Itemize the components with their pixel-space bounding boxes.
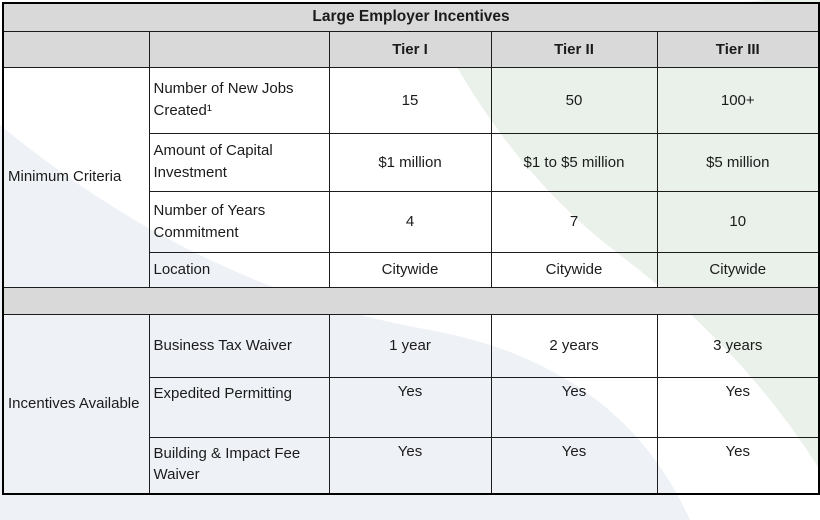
column-header-tier2: Tier II [490, 30, 658, 68]
empty-header-cell-label [148, 30, 330, 68]
table-title: Large Employer Incentives [2, 2, 820, 32]
separator-band [2, 286, 820, 315]
row-label-capital-investment: Amount of Capital Investment [148, 132, 330, 192]
row-label-years-commitment: Number of Years Commitment [148, 190, 330, 253]
table-row: Building & Impact Fee Waiver Yes Yes Yes [3, 436, 820, 495]
group-label-incentives-available: Incentives Available [2, 313, 150, 495]
cell-taxwaiver-tier2: 2 years [490, 313, 658, 378]
empty-header-cell-group [2, 30, 150, 68]
cell-years-tier1: 4 [328, 190, 492, 253]
column-header-tier3: Tier III [656, 30, 820, 68]
cell-location-tier1: Citywide [328, 251, 492, 288]
cell-capital-tier2: $1 to $5 million [490, 132, 658, 192]
column-header-tier1: Tier I [328, 30, 492, 68]
cell-permitting-tier3: Yes [656, 376, 820, 438]
table-row: Incentives Available Business Tax Waiver… [2, 313, 820, 495]
cell-jobs-tier3: 100+ [656, 66, 820, 134]
table-row: Location Citywide Citywide Citywide [3, 251, 820, 288]
cell-taxwaiver-tier3: 3 years [656, 313, 820, 378]
table-row: Expedited Permitting Yes Yes Yes [3, 376, 820, 438]
cell-permitting-tier1: Yes [328, 376, 492, 438]
row-label-expedited-permitting: Expedited Permitting [148, 376, 330, 438]
cell-feewaiver-tier2: Yes [490, 436, 658, 495]
group-label-minimum-criteria: Minimum Criteria [2, 66, 150, 288]
cell-location-tier2: Citywide [490, 251, 658, 288]
cell-jobs-tier1: 15 [328, 66, 492, 134]
cell-capital-tier3: $5 million [656, 132, 820, 192]
row-label-building-impact-fee-waiver: Building & Impact Fee Waiver [148, 436, 330, 495]
cell-capital-tier1: $1 million [328, 132, 492, 192]
row-label-business-tax-waiver: Business Tax Waiver [148, 313, 330, 378]
cell-jobs-tier2: 50 [490, 66, 658, 134]
row-label-jobs-created: Number of New Jobs Created¹ [148, 66, 330, 134]
table-row: Amount of Capital Investment $1 million … [3, 132, 820, 192]
table-row: Number of Years Commitment 4 7 10 [3, 190, 820, 253]
cell-feewaiver-tier3: Yes [656, 436, 820, 495]
cell-years-tier3: 10 [656, 190, 820, 253]
row-label-location: Location [148, 251, 330, 288]
cell-location-tier3: Citywide [656, 251, 820, 288]
cell-years-tier2: 7 [490, 190, 658, 253]
cell-feewaiver-tier1: Yes [328, 436, 492, 495]
cell-permitting-tier2: Yes [490, 376, 658, 438]
cell-taxwaiver-tier1: 1 year [328, 313, 492, 378]
table-row: Minimum Criteria Number of New Jobs Crea… [2, 66, 820, 288]
large-employer-incentives-table: Large Employer Incentives Tier I Tier II… [2, 2, 820, 495]
